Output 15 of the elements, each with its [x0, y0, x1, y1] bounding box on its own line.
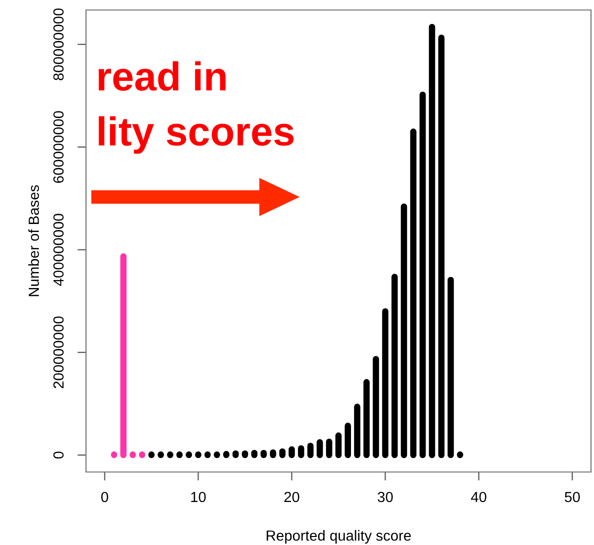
y-axis-title: Number of Bases — [28, 185, 39, 296]
x-tick-label: 0 — [101, 492, 108, 502]
annotation: read in — [98, 61, 226, 91]
x-tick-label: 30 — [378, 492, 393, 502]
y-tick-label: 800000000 — [53, 8, 64, 80]
y-tick-label: 0 — [53, 452, 64, 459]
annotation: lity scores — [98, 116, 294, 154]
y-tick-label: 600000000 — [53, 111, 64, 183]
x-tick-label: 40 — [471, 492, 486, 502]
x-tick-label: 10 — [191, 492, 206, 502]
y-tick-label: 200000000 — [53, 316, 64, 388]
x-axis-title: Reported quality score — [266, 530, 411, 544]
y-tick-label: 400000000 — [53, 214, 64, 286]
x-tick-label: 50 — [564, 492, 580, 502]
x-tick-label: 20 — [284, 492, 300, 502]
